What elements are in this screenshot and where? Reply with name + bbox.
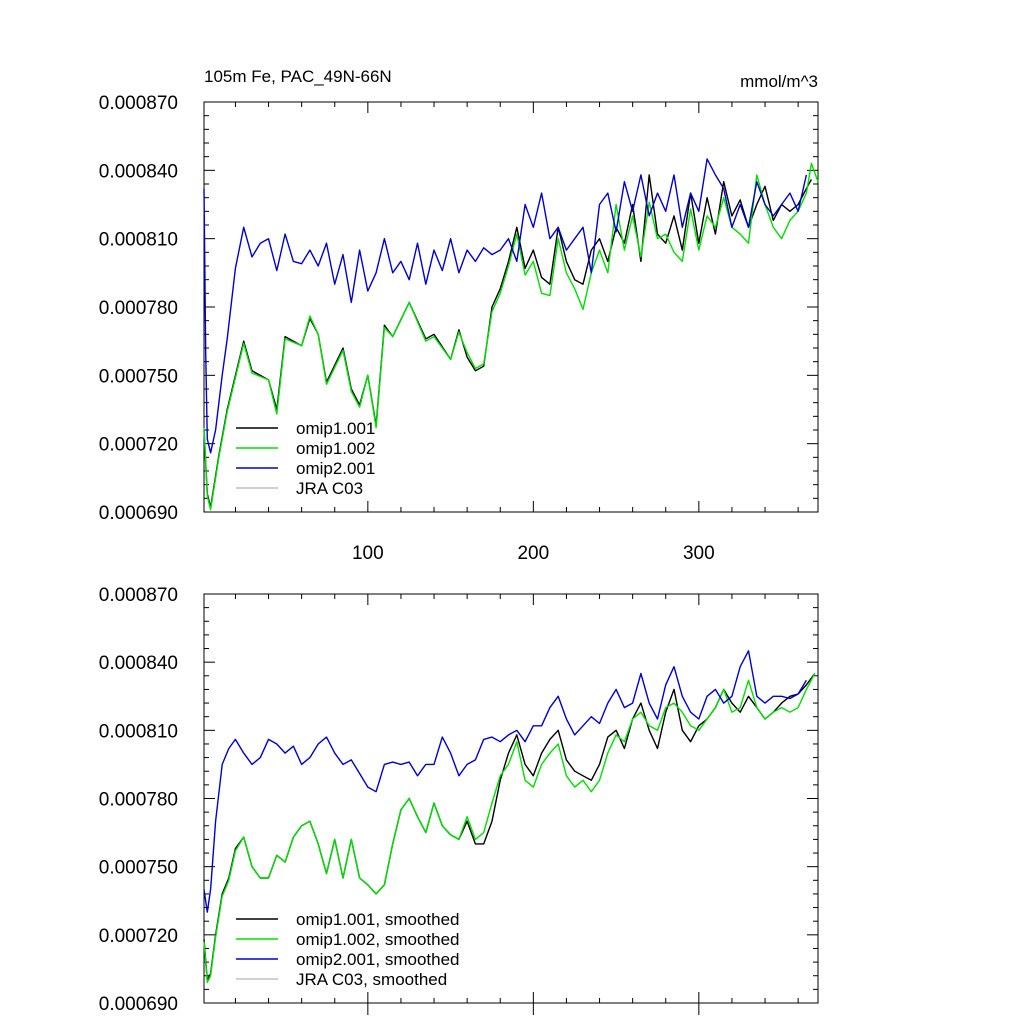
- series-line-omip1-002-smoothed: [203, 673, 816, 984]
- chart-units: mmol/m^3: [740, 72, 818, 91]
- x-tick-label: 200: [517, 543, 549, 564]
- series-line-omip2-001: [203, 158, 808, 454]
- y-tick-label: 0.000720: [99, 435, 178, 456]
- y-tick-label: 0.000780: [99, 298, 178, 319]
- legend-label: omip1.002: [296, 439, 375, 458]
- legend-label: omip1.001, smoothed: [296, 910, 460, 929]
- y-tick-label: 0.000690: [99, 994, 178, 1015]
- y-tick-label: 0.000750: [99, 858, 178, 879]
- chart-panel-top: 105m Fe, PAC_49N-66N mmol/m^3 0.000690 0.…: [99, 67, 819, 564]
- chart-title: 105m Fe, PAC_49N-66N: [204, 67, 392, 86]
- y-tick-label: 0.000690: [99, 503, 178, 524]
- legend-label: omip2.001: [296, 459, 375, 478]
- legend-label: JRA C03: [296, 479, 363, 498]
- y-tick-label: 0.000810: [99, 230, 178, 251]
- y-tick-label: 0.000750: [99, 366, 178, 387]
- y-tick-label: 0.000780: [99, 790, 178, 811]
- series-line-omip1-002: [203, 162, 819, 511]
- legend-label: JRA C03, smoothed: [296, 970, 447, 989]
- legend-label: omip1.001: [296, 419, 375, 438]
- legend-label: omip1.002, smoothed: [296, 930, 460, 949]
- x-tick-label: 100: [352, 543, 384, 564]
- y-tick-label: 0.000720: [99, 926, 178, 947]
- y-tick-label: 0.000870: [99, 585, 178, 606]
- x-tick-label: 300: [683, 543, 715, 564]
- chart-panel-bottom: 0.000690 0.000720 0.000750 0.000780 0.000810…: [99, 585, 819, 1015]
- y-tick-label: 0.000870: [99, 93, 178, 114]
- y-tick-label: 0.000810: [99, 721, 178, 742]
- series-line-omip2-001-smoothed: [203, 650, 807, 913]
- y-tick-label: 0.000840: [99, 161, 178, 182]
- y-tick-label: 0.000840: [99, 653, 178, 674]
- legend-label: omip2.001, smoothed: [296, 950, 460, 969]
